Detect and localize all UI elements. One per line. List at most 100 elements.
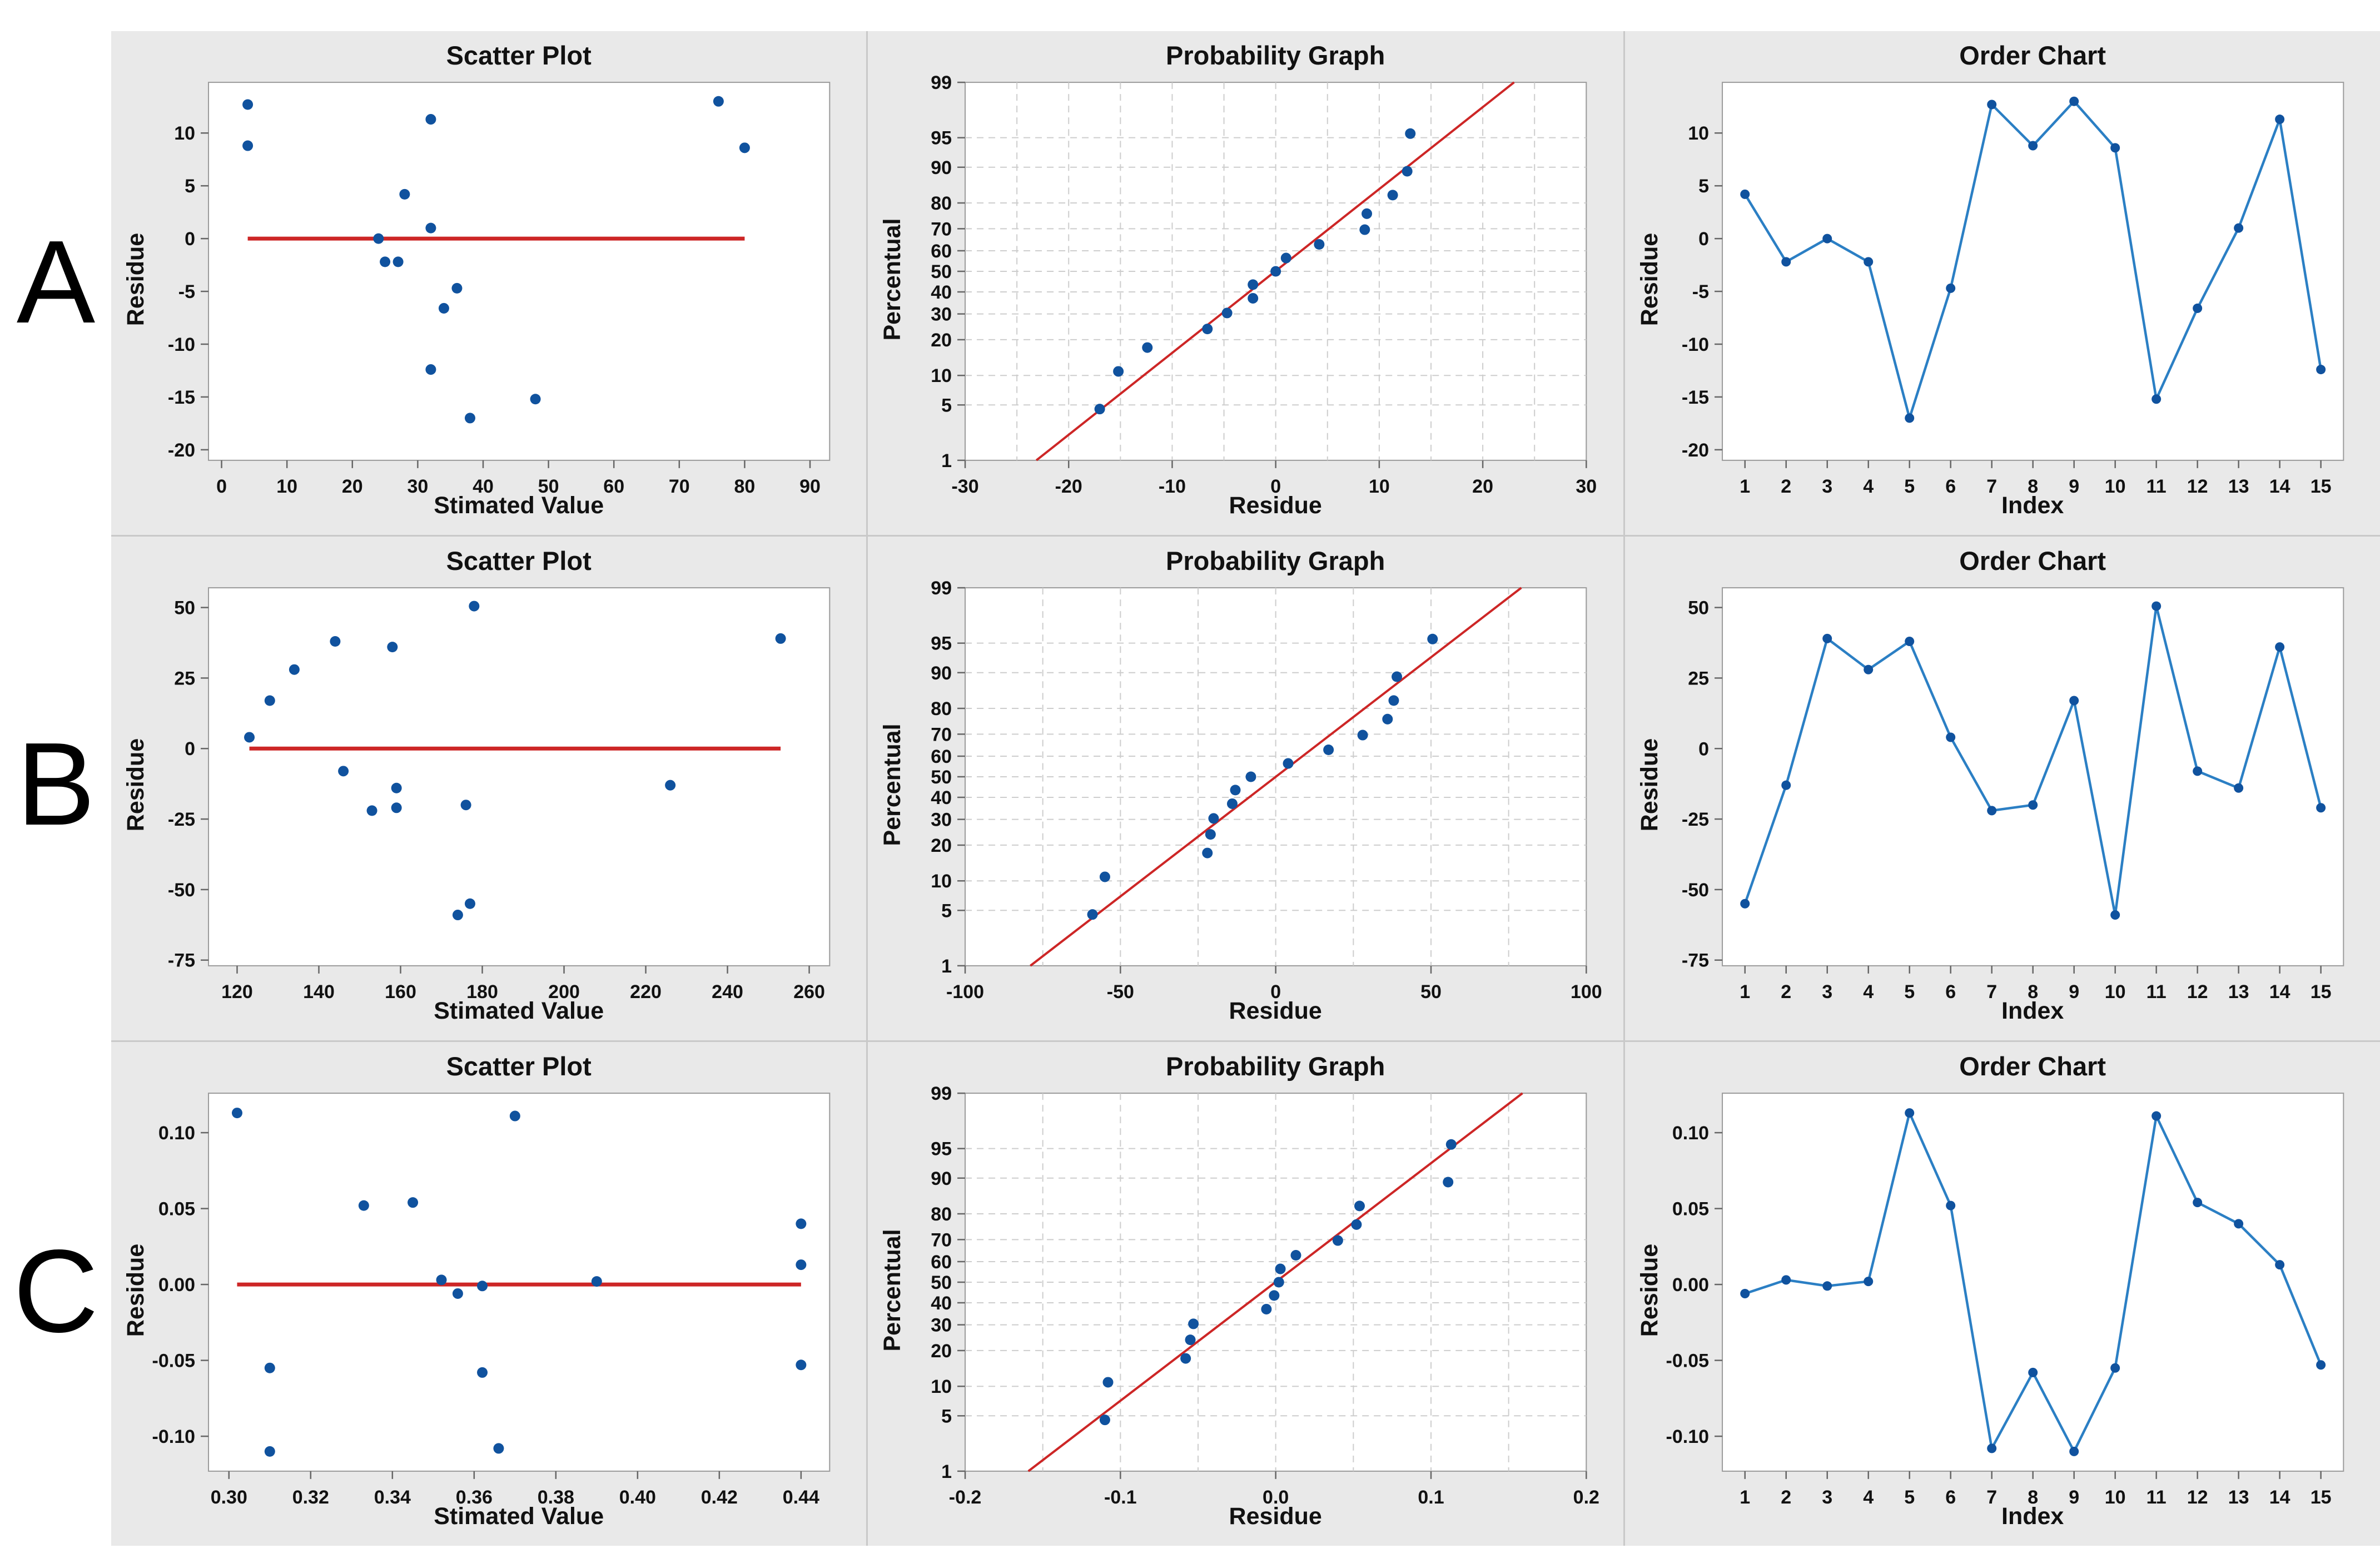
- x-tick-label: 1: [1740, 981, 1750, 1003]
- y-tick-label: 70: [931, 724, 952, 745]
- plot-area: 120 140 160 180 200 220 240 260 -75 -50 -25 0 25 50: [168, 587, 831, 1003]
- x-tick-label: 15: [2310, 476, 2331, 497]
- data-point: [1388, 695, 1399, 706]
- data-point: [2151, 601, 2161, 611]
- x-tick-label: 8: [2028, 476, 2038, 497]
- y-tick-label: 50: [931, 1272, 952, 1293]
- plot-area: 0.30 0.32 0.34 0.36 0.38 0.40 0.42 0.44 -0.10 -0.…: [152, 1093, 831, 1508]
- data-point: [1405, 128, 1416, 139]
- data-point: [1354, 1200, 1365, 1212]
- y-tick-label: -0.10: [1666, 1426, 1709, 1447]
- data-point: [477, 1367, 488, 1378]
- data-point: [1781, 257, 1791, 267]
- x-tick-label: 0.36: [456, 1487, 493, 1508]
- data-point: [1402, 166, 1413, 177]
- data-point: [1863, 257, 1873, 267]
- data-point: [1392, 671, 1403, 682]
- data-point: [1314, 239, 1325, 250]
- x-tick-label: 0.1: [1418, 1487, 1444, 1508]
- x-tick-label: 240: [712, 981, 743, 1003]
- data-point: [1382, 713, 1393, 725]
- x-tick-label: -0.1: [1104, 1487, 1137, 1508]
- row-label-a: A: [16, 216, 96, 348]
- y-tick-label: -5: [1692, 281, 1708, 302]
- y-tick-label: 40: [931, 282, 952, 303]
- plot-area: 1 2 3 4 5 6 7 8 9 10 11 12 13 14 15-0.10-0.050.000.050…: [1666, 1093, 2344, 1508]
- row-label-c: C: [13, 1225, 99, 1357]
- y-tick-label: 10: [931, 365, 952, 386]
- data-point: [380, 256, 391, 267]
- data-point: [2316, 803, 2326, 813]
- y-tick-label: 50: [174, 598, 195, 619]
- x-tick-label: 5: [1904, 476, 1915, 497]
- x-tick-label: 30: [1576, 476, 1597, 497]
- data-point: [231, 1108, 242, 1119]
- data-point: [1248, 279, 1259, 290]
- y-tick-label: 90: [931, 663, 952, 684]
- data-point: [2316, 1360, 2326, 1370]
- scatter-chart-b: Scatter Plot Stimated Value Residue 120 1…: [122, 546, 831, 1024]
- data-point: [1100, 1415, 1111, 1426]
- y-tick-label: 40: [931, 1293, 952, 1314]
- x-tick-label: 1: [1740, 1487, 1750, 1508]
- data-point: [452, 910, 463, 921]
- data-point: [1427, 633, 1438, 644]
- normal-fit-line: [1030, 587, 1522, 967]
- data-point: [2233, 783, 2243, 793]
- x-tick-label: 6: [1945, 1487, 1956, 1508]
- data-point: [1904, 636, 1914, 646]
- x-tick-label: 2: [1781, 476, 1791, 497]
- data-point: [1781, 780, 1791, 790]
- x-tick-label: -50: [1107, 981, 1134, 1003]
- x-tick-label: 50: [538, 476, 559, 497]
- order-chart-b: Order Chart Index Residue 1 2 3 4 5 6 7 8 9 10 11 1…: [1636, 546, 2344, 1024]
- data-point: [1202, 324, 1213, 335]
- x-tick-label: 0.44: [783, 1487, 819, 1508]
- x-tick-label: 180: [466, 981, 498, 1003]
- x-tick-label: 30: [407, 476, 428, 497]
- data-point: [392, 256, 404, 267]
- data-point: [264, 1362, 275, 1373]
- x-tick-label: 160: [385, 981, 416, 1003]
- y-tick-label: -0.10: [152, 1426, 196, 1447]
- data-point: [373, 233, 384, 244]
- x-tick-label: 4: [1863, 476, 1874, 497]
- data-point: [1283, 758, 1294, 769]
- data-point: [2028, 800, 2038, 810]
- data-point: [2151, 394, 2161, 404]
- chart-title: Probability Graph: [1166, 1051, 1385, 1081]
- y-tick-label: 5: [941, 900, 952, 921]
- y-tick-label: -50: [1682, 880, 1709, 901]
- y-tick-label: 1: [941, 1461, 952, 1482]
- data-point: [1863, 664, 1873, 674]
- y-tick-label: 5: [1698, 176, 1709, 197]
- y-tick-label: 0: [185, 738, 195, 760]
- y-tick-label: 30: [931, 1315, 952, 1336]
- data-point: [1275, 1263, 1286, 1274]
- data-point: [1180, 1353, 1191, 1364]
- x-tick-label: 13: [2228, 981, 2249, 1003]
- data-point: [530, 394, 541, 405]
- x-tick-label: 5: [1904, 981, 1915, 1003]
- y-tick-label: 10: [931, 1376, 952, 1397]
- data-point: [1188, 1318, 1199, 1329]
- data-point: [2192, 1198, 2202, 1208]
- panel-c-order: Order Chart Index Residue 1 2 3 4 5 6 7 8 9 10 11 1…: [1624, 1042, 2380, 1546]
- data-point: [1290, 1249, 1301, 1261]
- chart-title: Probability Graph: [1166, 546, 1385, 575]
- y-axis-label: Percentual: [879, 218, 906, 340]
- y-tick-label: -0.05: [152, 1351, 196, 1372]
- x-tick-label: 0: [216, 476, 227, 497]
- x-tick-label: 3: [1822, 476, 1832, 497]
- y-tick-label: 0.10: [1672, 1123, 1709, 1144]
- data-point: [1205, 829, 1216, 840]
- x-tick-label: 4: [1863, 981, 1874, 1003]
- y-tick-label: 10: [1688, 123, 1709, 144]
- x-tick-label: 100: [1571, 981, 1602, 1003]
- y-axis-label: Percentual: [879, 723, 906, 846]
- order-chart-a: Order Chart Index Residue 1 2 3 4 5 6 7 8 9 10 11 1…: [1636, 41, 2344, 519]
- data-point: [1323, 744, 1334, 756]
- x-axis-label: Stimated Value: [434, 998, 604, 1024]
- x-tick-label: 4: [1863, 1487, 1874, 1508]
- y-tick-label: 40: [931, 787, 952, 808]
